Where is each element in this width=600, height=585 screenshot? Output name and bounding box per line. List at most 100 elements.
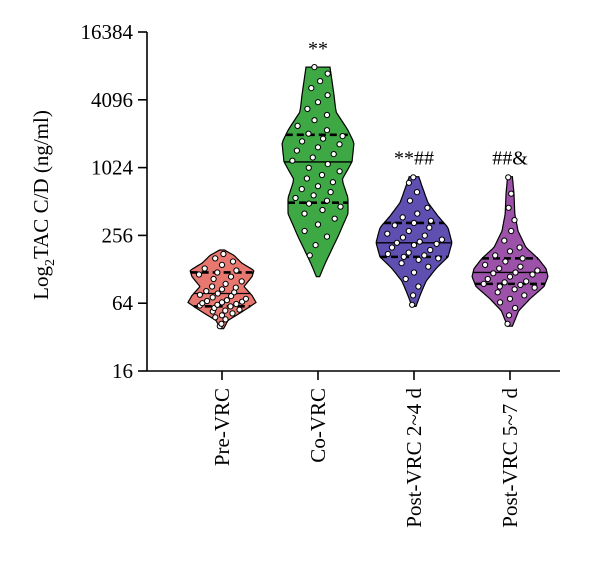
data-point (242, 295, 249, 302)
data-point (289, 157, 296, 164)
data-point (222, 280, 229, 287)
data-point (214, 269, 221, 276)
data-point (427, 246, 434, 254)
data-point (324, 92, 331, 99)
data-point (416, 238, 423, 245)
significance-annotation: **## (394, 148, 434, 170)
data-point (320, 135, 327, 142)
data-point (405, 249, 412, 256)
data-point (511, 217, 518, 224)
data-point (314, 183, 322, 190)
data-point (232, 284, 239, 291)
data-point (306, 252, 313, 259)
data-point (336, 141, 343, 148)
svg-text:Log2TAC C/D (ng/ml): Log2TAC C/D (ng/ml) (29, 110, 58, 300)
data-point (505, 174, 512, 181)
data-point (314, 99, 322, 106)
data-point (218, 299, 226, 306)
data-point (222, 316, 229, 323)
data-point (506, 295, 514, 302)
data-point (410, 174, 417, 181)
data-point (199, 300, 206, 307)
data-point (415, 256, 422, 263)
data-point (212, 314, 219, 321)
data-point (497, 299, 504, 306)
data-point (203, 288, 210, 295)
data-point (222, 307, 229, 314)
data-point (484, 275, 491, 283)
data-point (384, 230, 391, 237)
data-point (421, 232, 428, 239)
data-point (529, 271, 536, 278)
data-point (482, 261, 489, 268)
data-point (311, 117, 318, 124)
data-point (331, 215, 338, 222)
data-point (214, 290, 221, 297)
data-point (218, 261, 226, 268)
data-point (314, 144, 322, 151)
data-point (393, 239, 400, 246)
data-point (505, 312, 513, 319)
data-point (508, 190, 515, 197)
significance-annotation: ** (308, 38, 328, 60)
data-point (426, 224, 433, 231)
data-point (196, 291, 203, 298)
data-point (292, 194, 299, 202)
violin-body (281, 66, 355, 278)
data-point (301, 227, 308, 235)
data-point (409, 301, 416, 308)
data-point (323, 233, 331, 240)
data-point (201, 265, 208, 272)
y-axis: 16 64 256 1024 4096 16384 (81, 20, 148, 383)
data-point (502, 258, 509, 265)
y-axis-label-rest: TAC C/D (ng/ml) (29, 110, 53, 259)
data-point (388, 244, 396, 251)
data-point (312, 242, 319, 249)
violin-group: **## (375, 148, 453, 308)
data-point (516, 244, 523, 251)
data-point (480, 280, 487, 287)
data-point (438, 236, 445, 243)
data-point (317, 78, 324, 85)
data-point (505, 204, 512, 211)
data-point (209, 294, 216, 301)
y-tick-label: 64 (112, 291, 134, 315)
data-point (424, 204, 431, 211)
x-axis: Pre-VRC Co-VRC Post-VRC 2~4 d Post-VRC 5~7 … (147, 370, 560, 528)
data-point (501, 279, 508, 286)
data-point (512, 269, 519, 276)
x-tick-label: Co-VRC (306, 388, 330, 463)
data-point (218, 320, 225, 327)
data-point (506, 248, 514, 255)
data-point (410, 219, 418, 227)
data-point (324, 70, 331, 77)
data-point (305, 200, 313, 207)
data-point (223, 297, 230, 304)
data-point (399, 234, 407, 241)
data-point (204, 297, 211, 305)
data-point (309, 154, 316, 161)
data-point (490, 270, 497, 277)
data-point (405, 227, 412, 235)
data-point (227, 303, 234, 310)
data-point (425, 263, 432, 270)
data-point (517, 263, 524, 270)
y-axis-label: Log2TAC C/D (ng/ml) (29, 110, 58, 300)
data-point (233, 267, 240, 274)
data-point (303, 175, 310, 182)
y-tick-label: 1024 (91, 156, 134, 180)
x-tick-label: Post-VRC 5~7 d (498, 388, 522, 528)
data-point (399, 214, 406, 221)
data-point (402, 275, 409, 283)
data-point (504, 320, 511, 327)
data-point (519, 255, 526, 262)
x-tick-label: Post-VRC 2~4 d (402, 388, 426, 528)
y-tick-label: 4096 (91, 88, 133, 112)
data-point (523, 278, 530, 285)
y-axis-label-subscript: 2 (43, 259, 58, 266)
data-point (410, 292, 417, 299)
data-point (506, 273, 514, 280)
data-point (214, 301, 221, 308)
data-point (323, 111, 331, 119)
violin-group: ##& (471, 148, 549, 327)
